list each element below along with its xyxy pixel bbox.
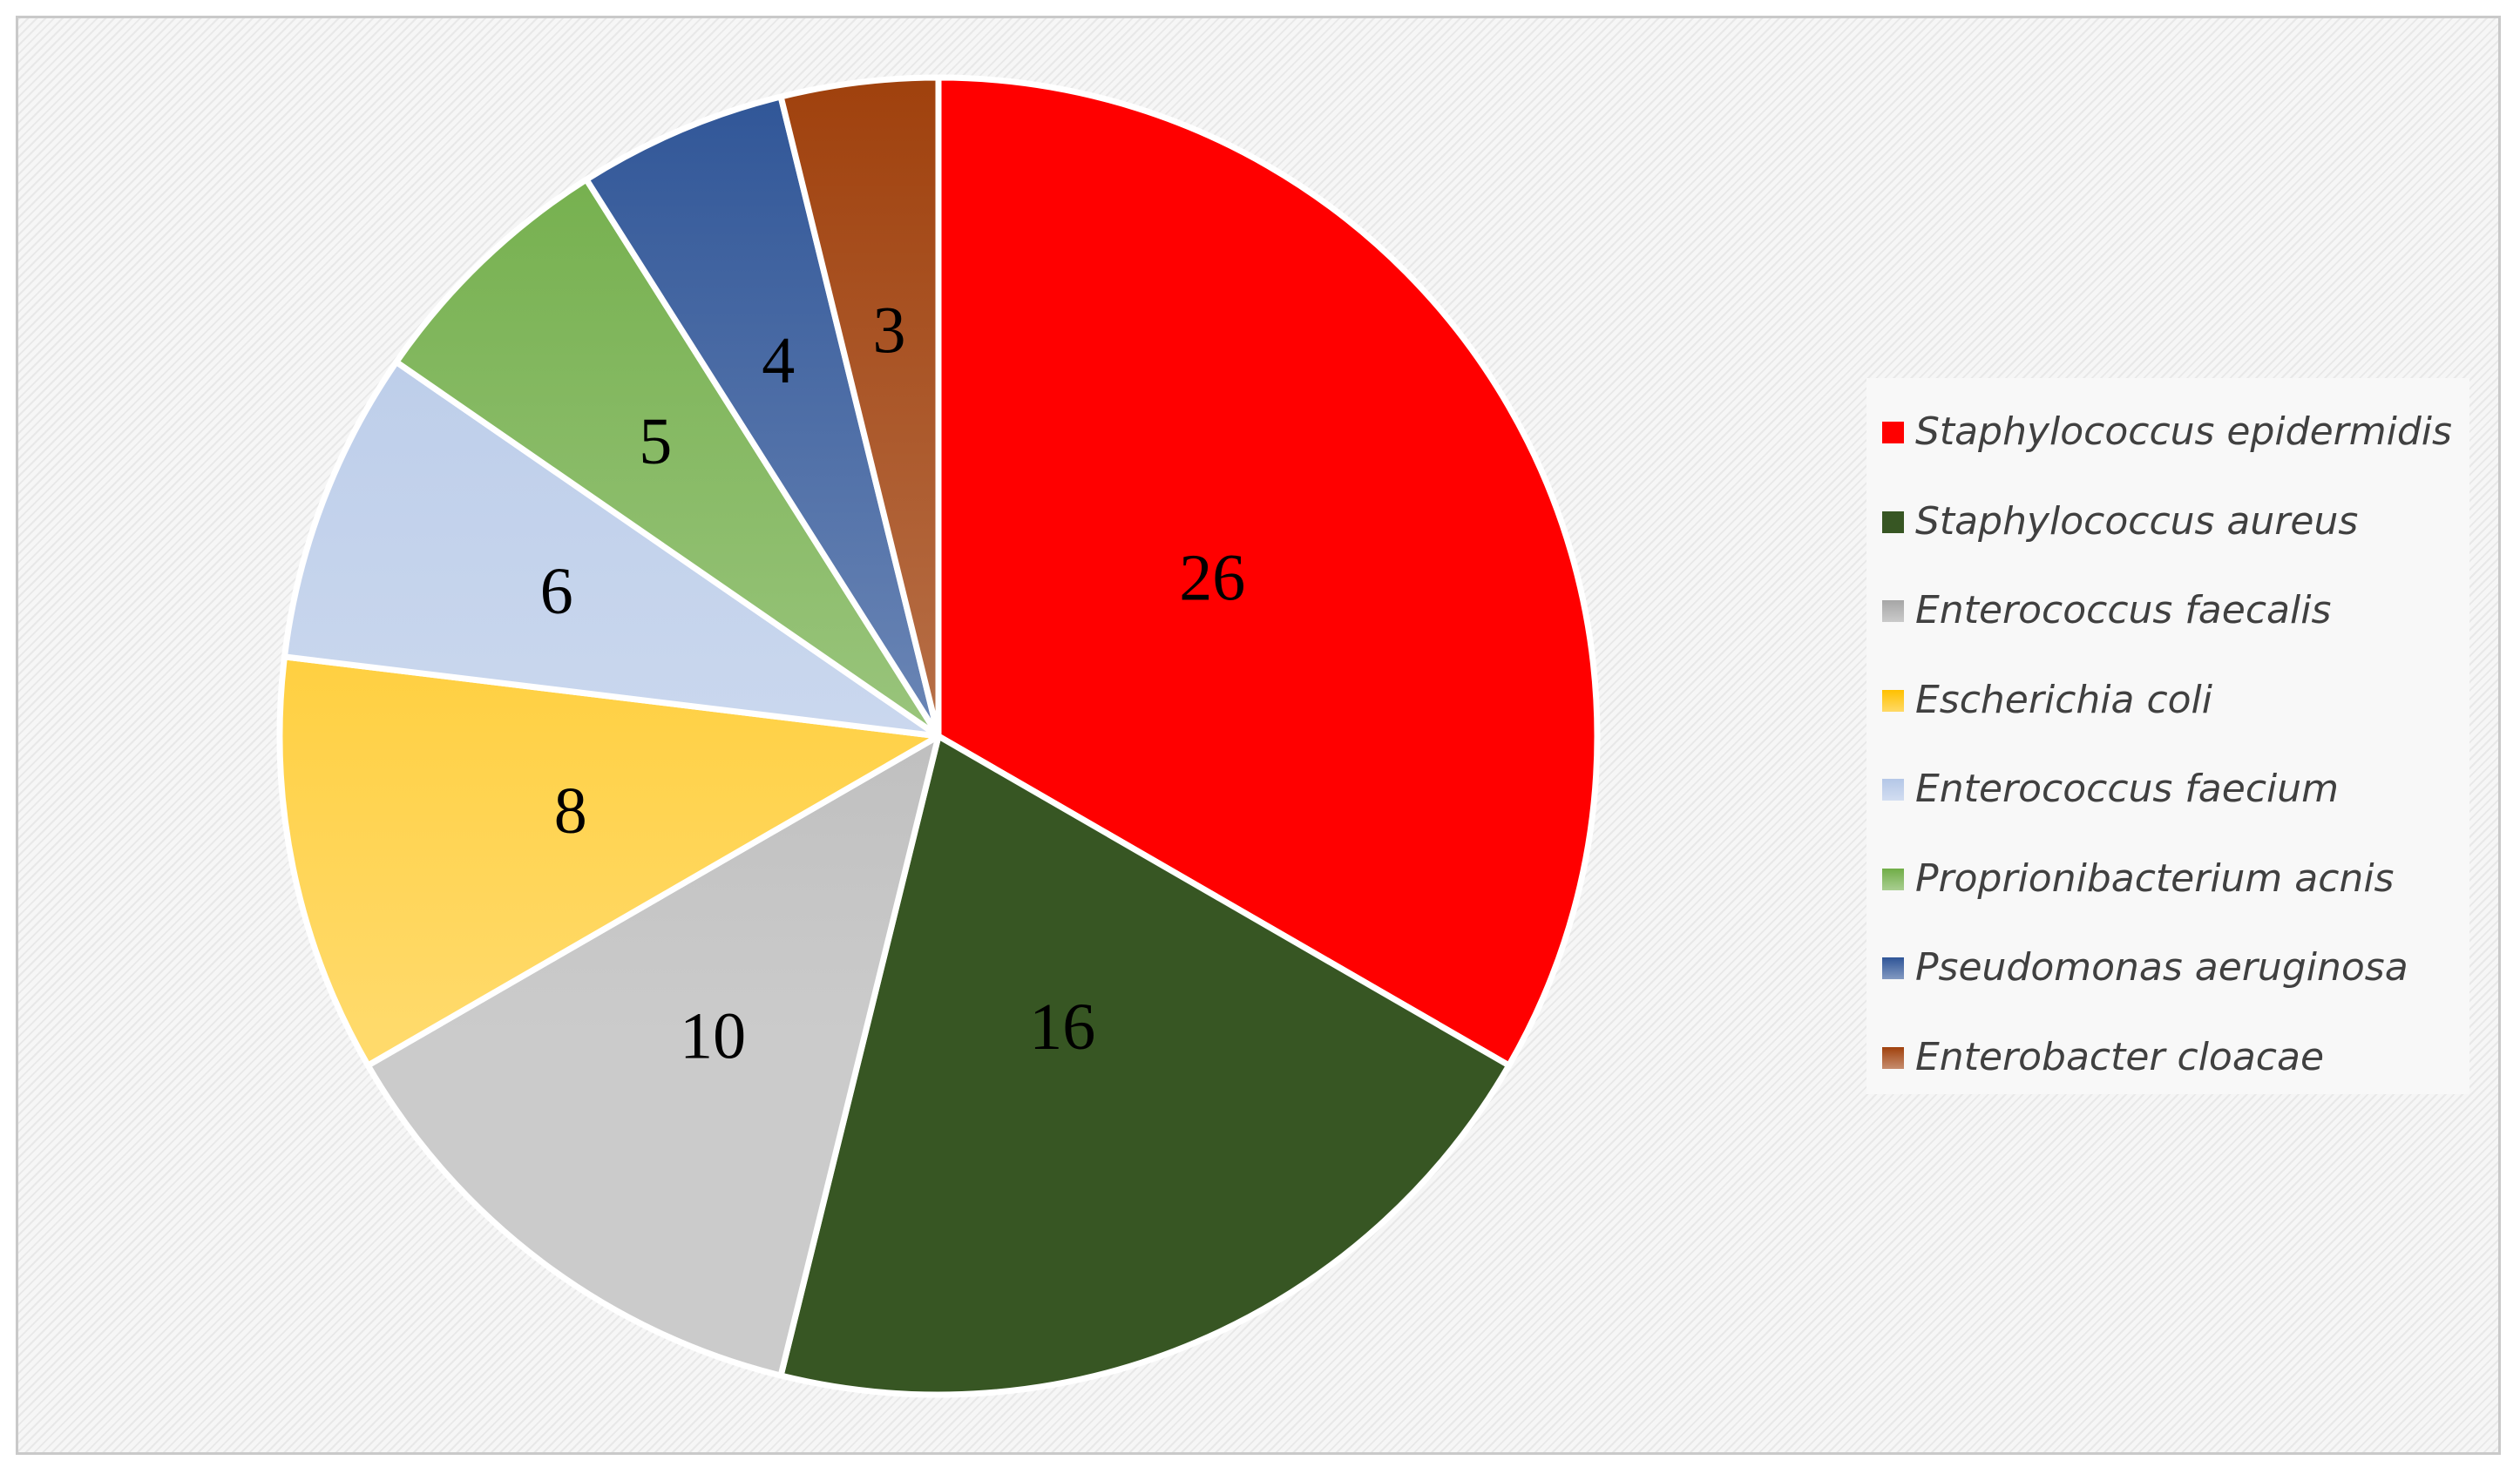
legend-label: Enterococcus faecalis (1915, 588, 2332, 632)
value-label-staphylococcus-aureus: 16 (1029, 991, 1095, 1064)
pie-slices (276, 74, 1601, 1398)
legend-swatch-icon (1882, 1046, 1904, 1069)
value-label-staphylococcus-epidermidis: 26 (1179, 542, 1245, 615)
legend-swatch-icon (1882, 510, 1904, 533)
legend-item-enterobacter-cloacae: Enterobacter cloacae (1866, 1023, 2469, 1092)
pie-slice-proprionibacterium-acnis (393, 176, 942, 740)
pie-slice-enterobacter-cloacae (777, 74, 942, 740)
pie-slice-staphylococcus-aureus (777, 733, 1513, 1398)
value-label-pseudomonas-aeruginosa: 4 (762, 324, 795, 397)
pie-slice-enterococcus-faecium (281, 359, 942, 740)
legend-label: Staphylococcus aureus (1915, 498, 2359, 544)
legend-swatch-icon (1882, 779, 1904, 801)
legend-swatch-icon (1882, 957, 1904, 979)
legend-label: Escherichia coli (1915, 677, 2212, 722)
value-label-enterococcus-faecium: 6 (540, 555, 573, 628)
legend-item-enterococcus-faecium: Enterococcus faecium (1866, 754, 2469, 824)
pie-value-labels: 26 16 10 8 6 5 4 3 (540, 294, 1246, 1073)
legend-item-staphylococcus-epidermidis: Staphylococcus epidermidis (1866, 397, 2469, 467)
value-label-escherichia-coli: 8 (554, 774, 587, 848)
legend: Staphylococcus epidermidis Staphylococcus… (1866, 378, 2469, 1094)
legend-item-pseudomonas-aeruginosa: Pseudomonas aeruginosa (1866, 933, 2469, 1003)
pie-slice-pseudomonas-aeruginosa (583, 93, 942, 740)
legend-label: Enterobacter cloacae (1915, 1034, 2325, 1079)
value-label-enterobacter-cloacae: 3 (873, 294, 906, 368)
legend-label: Enterococcus faecium (1915, 767, 2339, 811)
legend-label: Staphylococcus epidermidis (1915, 409, 2452, 454)
pie-slice-enterococcus-faecalis (364, 733, 942, 1379)
legend-label: Pseudomonas aeruginosa (1915, 945, 2408, 990)
pie-slice-escherichia-coli (276, 653, 942, 1069)
legend-swatch-icon (1882, 868, 1904, 890)
legend-swatch-icon (1882, 600, 1904, 622)
legend-item-enterococcus-faecalis: Enterococcus faecalis (1866, 576, 2469, 646)
value-label-enterococcus-faecalis: 10 (680, 1000, 746, 1073)
pie-slice-staphylococcus-epidermidis (935, 74, 1601, 1069)
legend-item-escherichia-coli: Escherichia coli (1866, 666, 2469, 735)
legend-swatch-icon (1882, 422, 1904, 443)
legend-label: Proprionibacterium acnis (1915, 855, 2395, 901)
value-label-proprionibacterium-acnis: 5 (639, 405, 672, 478)
legend-item-staphylococcus-aureus: Staphylococcus aureus (1866, 487, 2469, 557)
legend-swatch-icon (1882, 689, 1904, 712)
legend-item-proprionibacterium-acnis: Proprionibacterium acnis (1866, 844, 2469, 914)
